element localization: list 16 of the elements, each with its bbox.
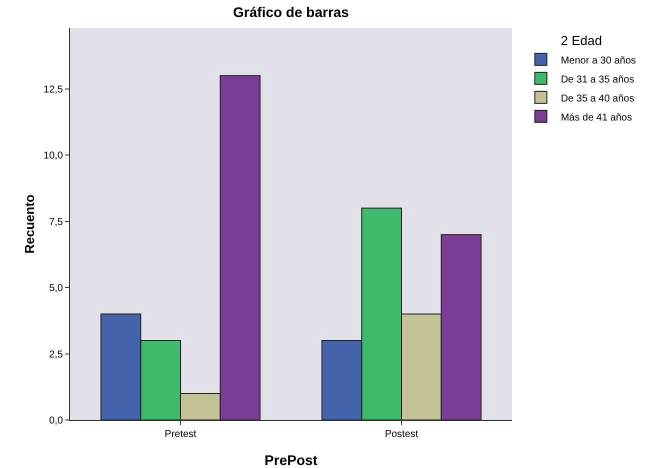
y-tick-label: 5,0 xyxy=(49,283,64,294)
legend-label: De 31 a 35 años xyxy=(560,74,634,86)
x-tick-label: Pretest xyxy=(164,429,197,440)
y-tick-label: 10,0 xyxy=(44,150,64,162)
y-tick-label: 2,5 xyxy=(49,349,64,360)
legend-label: De 35 a 40 años xyxy=(560,93,634,104)
y-tick-label: 7,5 xyxy=(49,216,64,228)
y-tick-label: 12,5 xyxy=(44,84,64,96)
chart-title: Gráfico de barras xyxy=(233,4,350,20)
legend-label: Más de 41 años xyxy=(560,112,632,124)
y-tick-label: 0,0 xyxy=(49,416,64,426)
x-axis-title: PrePost xyxy=(264,452,318,468)
legend-title: 2 Edad xyxy=(560,32,602,48)
y-axis-title: Recuento xyxy=(22,194,37,254)
x-tick-label: Postest xyxy=(384,429,418,440)
legend-label: Menor a 30 años xyxy=(560,55,636,66)
